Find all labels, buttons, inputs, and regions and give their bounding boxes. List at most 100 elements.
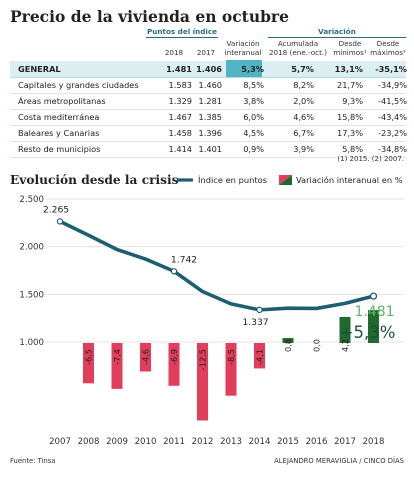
bar-label: -6,9 [169,349,179,365]
col-header-maximos: Desde máximos² [370,39,406,57]
row-label: GENERAL [18,64,61,74]
row-label: Áreas metropolitanas [18,96,106,106]
cell-2017: 1.401 [198,144,222,154]
x-tick-label: 2011 [163,437,185,447]
index-line [58,219,376,312]
legend-line-icon [177,178,193,182]
cell-acumulada: 4,6% [293,112,314,122]
point-marker [56,218,64,225]
bar-label: -4,1 [255,349,265,365]
point-marker [256,306,263,314]
table-footnote: (1) 2015. (2) 2007. [337,155,404,163]
group-header-variation: Variación [318,27,356,36]
x-tick-label: 2018 [363,437,385,447]
bar [197,343,208,421]
x-tick-label: 2017 [334,437,356,447]
cell-2018: 1.481 [166,64,192,74]
x-tick-label: 2008 [78,437,100,447]
highlight-change: +5,3% [340,323,396,342]
cell-2017: 1.385 [198,112,222,122]
group-underline-points [146,37,218,38]
table-row: Costa mediterránea 1.467 1.385 6,0% 4,6% 15,8… [10,109,407,126]
x-tick-label: 2007 [49,437,71,447]
cell-2017: 1.281 [198,96,222,106]
col-header-2018: 2018 [164,48,184,57]
legend-bar-icon [279,175,292,185]
cell-interanual: 6,0% [243,112,264,122]
bar [83,343,94,384]
cell-interanual: 4,5% [243,128,264,138]
cell-maximos: -34,9% [378,80,407,90]
point-label: 1.742 [171,254,197,265]
table-row: Áreas metropolitanas 1.329 1.281 3,8% 2,0% 9,… [10,93,407,110]
cell-2017: 1.406 [196,64,222,74]
bar-label: -4,6 [141,349,151,365]
table-row: Baleares y Canarias 1.458 1.396 4,5% 6,7% 17,… [10,125,407,142]
legend-bar-label: Variación interanual en % [296,175,403,185]
x-tick-label: 2012 [192,437,214,447]
cell-interanual: 0,9% [243,144,264,154]
credit-note: ALEJANDRO MERAVIGLIA / CINCO DÍAS [274,457,404,465]
cell-acumulada: 2,0% [293,96,314,106]
bar-label: 0,8 [283,339,293,352]
bar-label: -8,5 [226,349,236,365]
cell-minimos: 15,8% [336,112,363,122]
group-underline-variation [268,37,406,38]
point-marker [170,268,178,275]
col-header-interanual: Variación interanual [224,39,262,57]
cell-minimos: 5,8% [342,144,363,154]
cell-acumulada: 6,7% [293,128,314,138]
chart-area: 1.000 1.500 2.000 2.500 -6,5 -7,4 -4,6 -6,9 -12,… [19,195,404,447]
source-note: Fuente: Tinsa [10,457,56,465]
cell-minimos: 17,3% [336,128,363,138]
cell-interanual: 5,3% [241,64,264,74]
row-label: Resto de municipios [18,144,101,154]
highlight-marker [369,292,378,300]
cell-maximos: -34,8% [378,144,407,154]
bar-label: 0,0 [312,339,322,352]
group-header-points: Puntos del índice [147,27,217,36]
bar [111,343,123,389]
cell-maximos: -41,5% [378,96,407,106]
cell-2018: 1.583 [168,80,192,90]
x-tick-label: 2009 [106,437,128,447]
bar [282,338,294,343]
cell-maximos: -23,2% [378,128,407,138]
cell-2018: 1.414 [168,144,192,154]
col-header-2017: 2017 [196,48,216,57]
cell-2017: 1.396 [198,128,222,138]
cell-minimos: 21,7% [336,80,363,90]
cell-2018: 1.467 [168,112,192,122]
chart-title: Evolución desde la crisis [10,173,179,187]
row-label: Capitales y grandes ciudades [18,80,139,90]
table-row-general: GENERAL 1.481 1.406 5,3% 5,7% 13,1% -35,1% [10,60,407,78]
cell-maximos: -43,4% [378,112,407,122]
point-label: 2.265 [43,204,69,215]
table-row: Resto de municipios 1.414 1.401 0,9% 3,9% 5,8… [10,141,407,158]
x-tick-label: 2013 [220,437,242,447]
table-row: Capitales y grandes ciudades 1.583 1.460 8,… [10,77,407,94]
col-header-minimos: Desde mínimos¹ [333,39,367,57]
y-tick-label: 2.500 [19,195,44,205]
bar-label: -7,4 [112,349,122,365]
row-label: Costa mediterránea [18,112,100,122]
highlight-value: 1.481 [354,304,394,320]
x-tick-label: 2016 [306,437,328,447]
cell-maximos: -35,1% [375,64,407,74]
page-title: Precio de la vivienda en octubre [10,7,289,26]
cell-minimos: 13,1% [334,64,363,74]
bar [140,343,151,372]
x-tick-label: 2010 [135,437,157,447]
cell-minimos: 9,3% [342,96,363,106]
cell-2017: 1.460 [198,80,222,90]
bar [339,316,351,343]
point-label: 1.337 [242,317,268,328]
row-label: Baleares y Canarias [18,128,100,138]
cell-acumulada: 3,9% [293,144,314,154]
cell-interanual: 3,8% [243,96,264,106]
cell-acumulada: 5,7% [291,64,314,74]
cell-2018: 1.329 [168,96,192,106]
cell-2018: 1.458 [168,128,192,138]
interanual-highlight [226,60,262,77]
bar-label: 4,2 [340,339,350,352]
